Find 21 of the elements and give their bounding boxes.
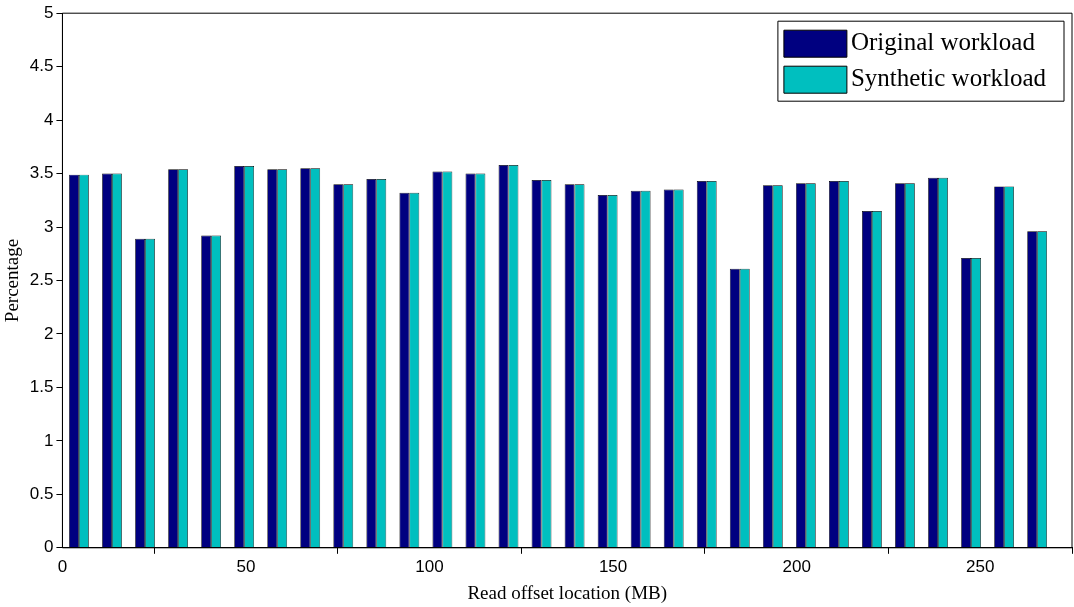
y-tick-label: 4.5: [29, 56, 54, 76]
y-tick-label: 4: [43, 109, 54, 129]
legend-label: Original workload: [850, 28, 1036, 56]
y-tick-label: 0: [43, 537, 54, 557]
y-tick-label: 0.5: [29, 484, 54, 504]
y-tick-label: 3: [43, 216, 54, 236]
x-axis-title: Read offset location (MB): [467, 581, 668, 604]
y-tick-label: 1.5: [29, 377, 54, 397]
y-tick-label: 2: [43, 323, 54, 343]
y-tick-label: 2.5: [29, 270, 54, 290]
y-tick-label: 1: [43, 430, 54, 450]
x-tick-label: 150: [598, 556, 628, 576]
x-tick-label: 0: [57, 556, 68, 576]
y-tick-label: 5: [43, 2, 54, 22]
x-tick-label: 50: [236, 556, 256, 576]
x-tick-label: 200: [782, 556, 811, 576]
x-tick-label: 100: [415, 556, 444, 576]
y-axis-title: Percentage: [1, 238, 23, 323]
x-tick-label: 250: [966, 556, 995, 576]
legend-label: Synthetic workload: [850, 64, 1047, 92]
y-tick-label: 3.5: [29, 163, 54, 183]
